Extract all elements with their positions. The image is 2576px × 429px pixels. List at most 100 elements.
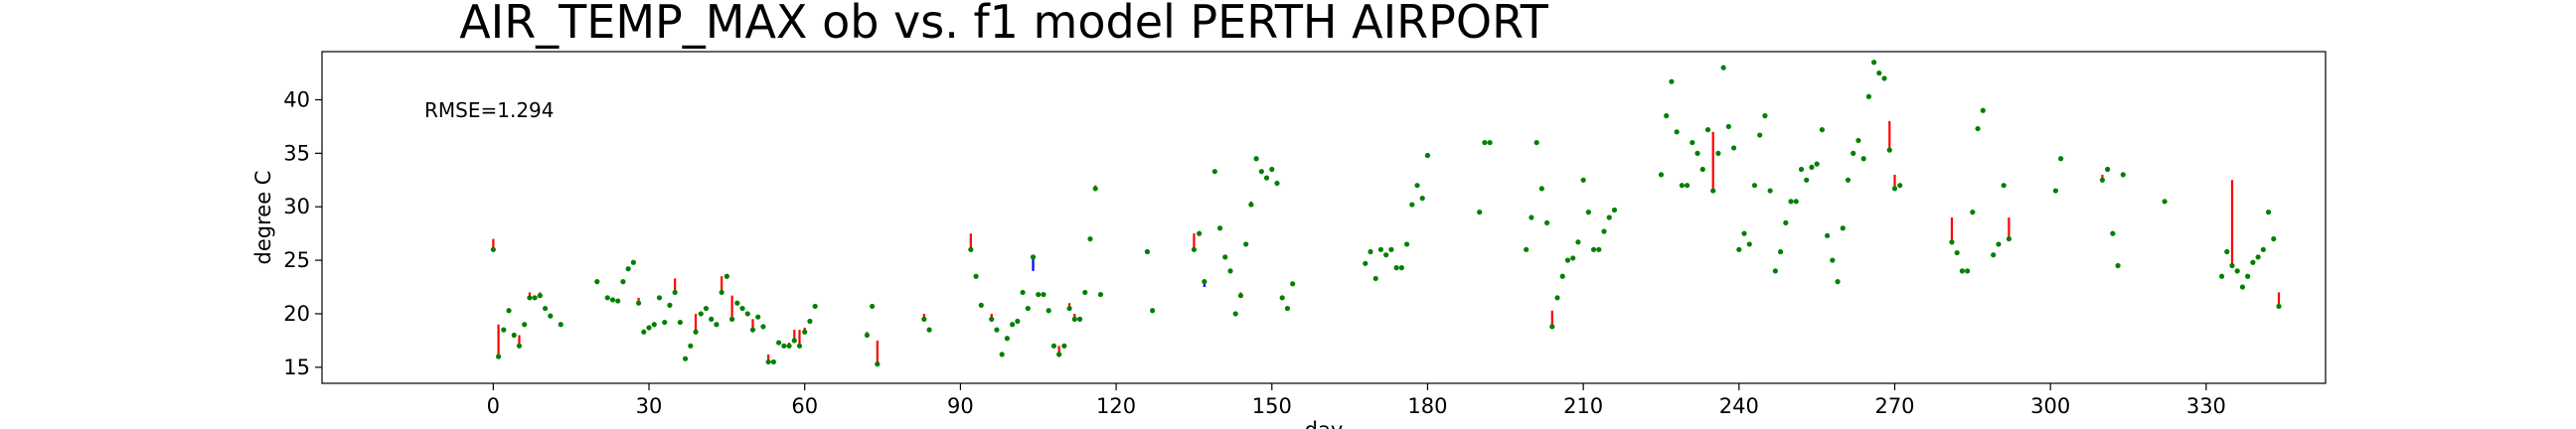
- observation-point: [1835, 279, 1841, 285]
- observation-point: [1010, 322, 1016, 328]
- observation-point: [1216, 225, 1223, 231]
- observation-point: [1570, 255, 1576, 261]
- observation-point: [1845, 177, 1852, 183]
- y-tick-label: 35: [283, 141, 310, 165]
- observation-point: [1772, 268, 1778, 274]
- observation-point: [1061, 343, 1067, 349]
- observation-point: [2110, 230, 2116, 236]
- observation-point: [516, 343, 523, 349]
- observation-point: [1684, 183, 1690, 189]
- observation-point: [1383, 252, 1389, 258]
- observation-point: [1601, 228, 1607, 234]
- observation-point: [1891, 186, 1898, 192]
- y-tick-label: 25: [283, 248, 310, 272]
- observation-point: [1076, 316, 1083, 322]
- observation-point: [1876, 70, 1882, 76]
- observation-point: [1959, 268, 1966, 274]
- observation-point: [714, 322, 720, 328]
- observation-point: [1606, 214, 1612, 220]
- observation-point: [1596, 246, 1602, 252]
- observation-point: [1980, 107, 1986, 113]
- observation-point: [527, 295, 533, 301]
- observation-point: [1658, 172, 1665, 178]
- observation-point: [1720, 65, 1726, 71]
- observation-point: [926, 327, 932, 333]
- observation-point: [1274, 180, 1280, 187]
- observation-point: [506, 308, 512, 314]
- observation-point: [1851, 150, 1856, 156]
- observation-point: [1881, 75, 1887, 81]
- observation-point: [734, 300, 740, 306]
- observation-point: [796, 343, 803, 349]
- x-axis: 0 30 60 90 120 150 180 210 240 270 300 330: [487, 383, 2226, 418]
- observation-point: [646, 325, 652, 331]
- x-tick-label: 330: [2186, 394, 2226, 418]
- observation-point: [2001, 183, 2007, 189]
- observation-point: [1830, 257, 1836, 263]
- observation-point: [1015, 318, 1021, 325]
- observation-point: [875, 361, 881, 367]
- x-tick-label: 300: [2030, 394, 2070, 418]
- observation-point: [1840, 225, 1846, 231]
- observation-point: [682, 356, 689, 361]
- observation-point: [1253, 156, 1259, 162]
- observation-point: [651, 322, 657, 328]
- observation-point: [1871, 60, 1877, 66]
- observation-point: [1424, 152, 1431, 159]
- observation-point: [1477, 210, 1483, 215]
- observation-point: [522, 322, 528, 328]
- x-tick-label: 270: [1874, 394, 1914, 418]
- observation-point: [989, 316, 995, 322]
- observation-point: [1150, 308, 1156, 314]
- observation-point: [693, 329, 699, 335]
- observation-point: [1020, 289, 1026, 296]
- observation-point: [1372, 275, 1378, 282]
- observation-point: [1290, 281, 1296, 287]
- observation-point: [2218, 273, 2225, 279]
- observation-point: [2105, 166, 2111, 173]
- observation-point: [703, 305, 710, 312]
- observation-point: [1694, 150, 1700, 156]
- observation-point: [1580, 177, 1586, 183]
- observation-point: [1248, 202, 1254, 208]
- observation-point: [1970, 210, 1976, 215]
- observation-point: [1243, 241, 1249, 247]
- y-axis: 15 20 25 30 35 40: [283, 87, 322, 379]
- observation-point: [1554, 295, 1560, 301]
- observation-point: [1736, 246, 1742, 252]
- observation-point: [1269, 166, 1275, 173]
- observation-point: [1793, 199, 1799, 205]
- observation-point: [2115, 262, 2121, 269]
- x-tick-label: 180: [1407, 394, 1447, 418]
- observation-point: [1543, 219, 1550, 225]
- observation-point: [1050, 343, 1057, 349]
- observation-point: [1071, 316, 1077, 322]
- x-tick-label: 0: [487, 394, 500, 418]
- observation-point: [2052, 188, 2059, 194]
- observation-point: [1533, 139, 1539, 146]
- observation-point: [755, 314, 761, 320]
- observation-point: [1704, 127, 1711, 133]
- observation-point: [1197, 230, 1203, 236]
- y-tick-label: 20: [283, 302, 310, 326]
- observation-point: [1585, 210, 1591, 215]
- observation-point: [1202, 279, 1208, 285]
- observation-point: [542, 305, 549, 312]
- observation-point: [1538, 186, 1544, 192]
- observation-point: [1092, 186, 1098, 192]
- y-tick-label: 30: [283, 195, 310, 218]
- observation-point: [1046, 308, 1051, 314]
- observation-point: [2058, 156, 2064, 162]
- observation-point: [864, 332, 870, 339]
- observation-point: [495, 354, 502, 359]
- observation-point: [1762, 113, 1768, 119]
- observation-point: [1144, 248, 1151, 255]
- observation-point: [999, 352, 1005, 358]
- observation-point: [1004, 336, 1011, 342]
- observation-point: [2224, 248, 2230, 255]
- observation-point: [1819, 127, 1825, 133]
- observation-point: [709, 316, 715, 322]
- observation-point: [1741, 230, 1747, 236]
- observation-point: [1788, 199, 1794, 205]
- observation-point: [812, 303, 818, 310]
